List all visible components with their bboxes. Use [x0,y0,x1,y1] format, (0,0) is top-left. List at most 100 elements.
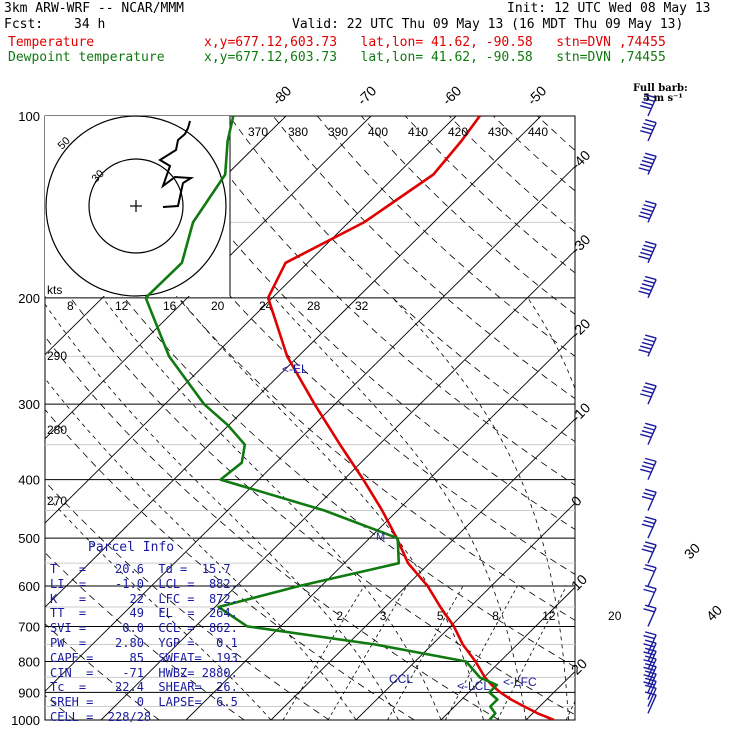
barb-flag [643,519,655,525]
isotherm-label: -60 [439,82,465,108]
barb-staff [647,642,657,662]
parcel-info-row: CELL = 228/28 [50,710,152,724]
barb-flag [644,382,657,387]
hodograph-axis-label: 20 [211,299,225,313]
wind-barb [640,457,657,480]
hodograph-ring-50 [45,115,227,297]
barb-flag [640,433,652,438]
barb-flag [643,659,655,664]
parcel-info-row: PW = 2.80 YGP = 0.1 [50,636,238,650]
pressure-tick-label: 200 [18,291,40,306]
wind-barb [644,684,657,707]
barb-flag [640,393,652,398]
barb-flag [641,429,654,435]
hodograph-axis-label: 16 [163,299,177,313]
isotherm [45,116,457,524]
dry-adiabat [45,335,500,720]
theta-label: 290 [47,349,67,363]
wind-barb [641,541,657,564]
theta-label: 380 [288,125,308,139]
dry-adiabat [45,480,330,720]
barb-staff [647,385,657,405]
dry-adiabat [45,552,245,720]
series-temperature [266,116,555,720]
wind-barb [643,639,657,662]
m-marker: M [376,531,385,543]
sounding-series [144,116,555,720]
dry-adiabat [45,260,575,716]
isotherm-label: 30 [681,540,703,562]
wind-barb [640,422,657,445]
wind-barb [640,94,657,117]
dry-adiabat [96,116,575,575]
moist-adiabat [392,297,569,720]
barb-staff [647,607,657,627]
barb-flag [641,523,654,528]
barb-staff [647,650,657,670]
pressure-tick-label: 900 [18,685,40,700]
barb-flag [644,488,657,493]
pressure-tick-label: 400 [18,473,40,488]
parcel-info-row: TT = 49 EL = 264. [50,606,238,621]
barb-flag [640,286,652,292]
barb-flag [644,541,657,546]
barb-flag [644,240,657,246]
isotherm [45,116,372,440]
mixing-ratio-label: 5 [437,609,444,623]
dry-adiabat [228,116,575,443]
pressure-tick-label: 1000 [11,713,40,728]
isotherm [355,502,575,720]
wind-barb [643,564,657,587]
dry-adiabat [45,408,415,720]
theta-label: 400 [368,125,388,139]
mixing-ratio-line [497,585,567,720]
barb-staff [647,122,657,142]
barb-staff [647,694,657,714]
dry-adiabat [52,116,575,621]
barb-flag [643,279,655,284]
hodograph-axis-label: 32 [355,299,369,313]
barb-flag [643,338,655,343]
lcl-marker: <-LCL [457,679,490,693]
pressure-tick-label: 800 [18,654,40,669]
barb-flag [643,97,655,103]
mixing-ratio-label: 12 [542,609,556,623]
hodograph-axis-label: 8 [67,299,74,313]
isotherm [45,165,575,692]
theta-label: 440 [528,125,548,139]
parcel-info-row: CAPE = 85 SWEAT= 193 [50,650,238,665]
barb-flag [644,631,657,636]
barb-flag [640,130,652,135]
isotherms [45,116,575,720]
wind-barb [638,240,657,264]
barb-staff [647,658,657,678]
dry-adiabats [45,116,740,720]
wind-barb [638,275,657,299]
barb-staff [647,687,657,707]
barb-flag [644,457,657,463]
dewpoint-legend: Dewpoint temperature [8,50,165,65]
parcel-info-row: LI = -1.0 LCL = 882. [50,576,238,591]
dry-adiabat [140,116,575,530]
parcel-info-row: SVI = 0.0 CCL = 862. [50,621,238,636]
forecast-hour: 34 h [74,17,106,32]
isotherm-label: -70 [354,82,380,108]
theta-label: 410 [408,125,428,139]
isotherm-label: -50 [524,82,550,108]
barb-flag [644,200,657,205]
hodograph-axis-label: 28 [307,299,321,313]
theta-label: 280 [47,423,67,437]
mixing-ratio-line [327,585,408,720]
barb-flag [641,101,654,106]
wind-barb [640,382,657,405]
barb-flag [641,283,654,288]
ccl-marker: CCL [389,672,413,686]
parcel-info-row: SREH = 0 LAPSE= 6.5 [50,695,238,710]
barb-staff [647,673,657,693]
barb-flag [643,122,655,128]
barb-flag [644,275,657,281]
dry-adiabat [625,116,740,720]
mixing-ratio-label: 3 [380,609,387,623]
barb-flag [641,248,654,253]
